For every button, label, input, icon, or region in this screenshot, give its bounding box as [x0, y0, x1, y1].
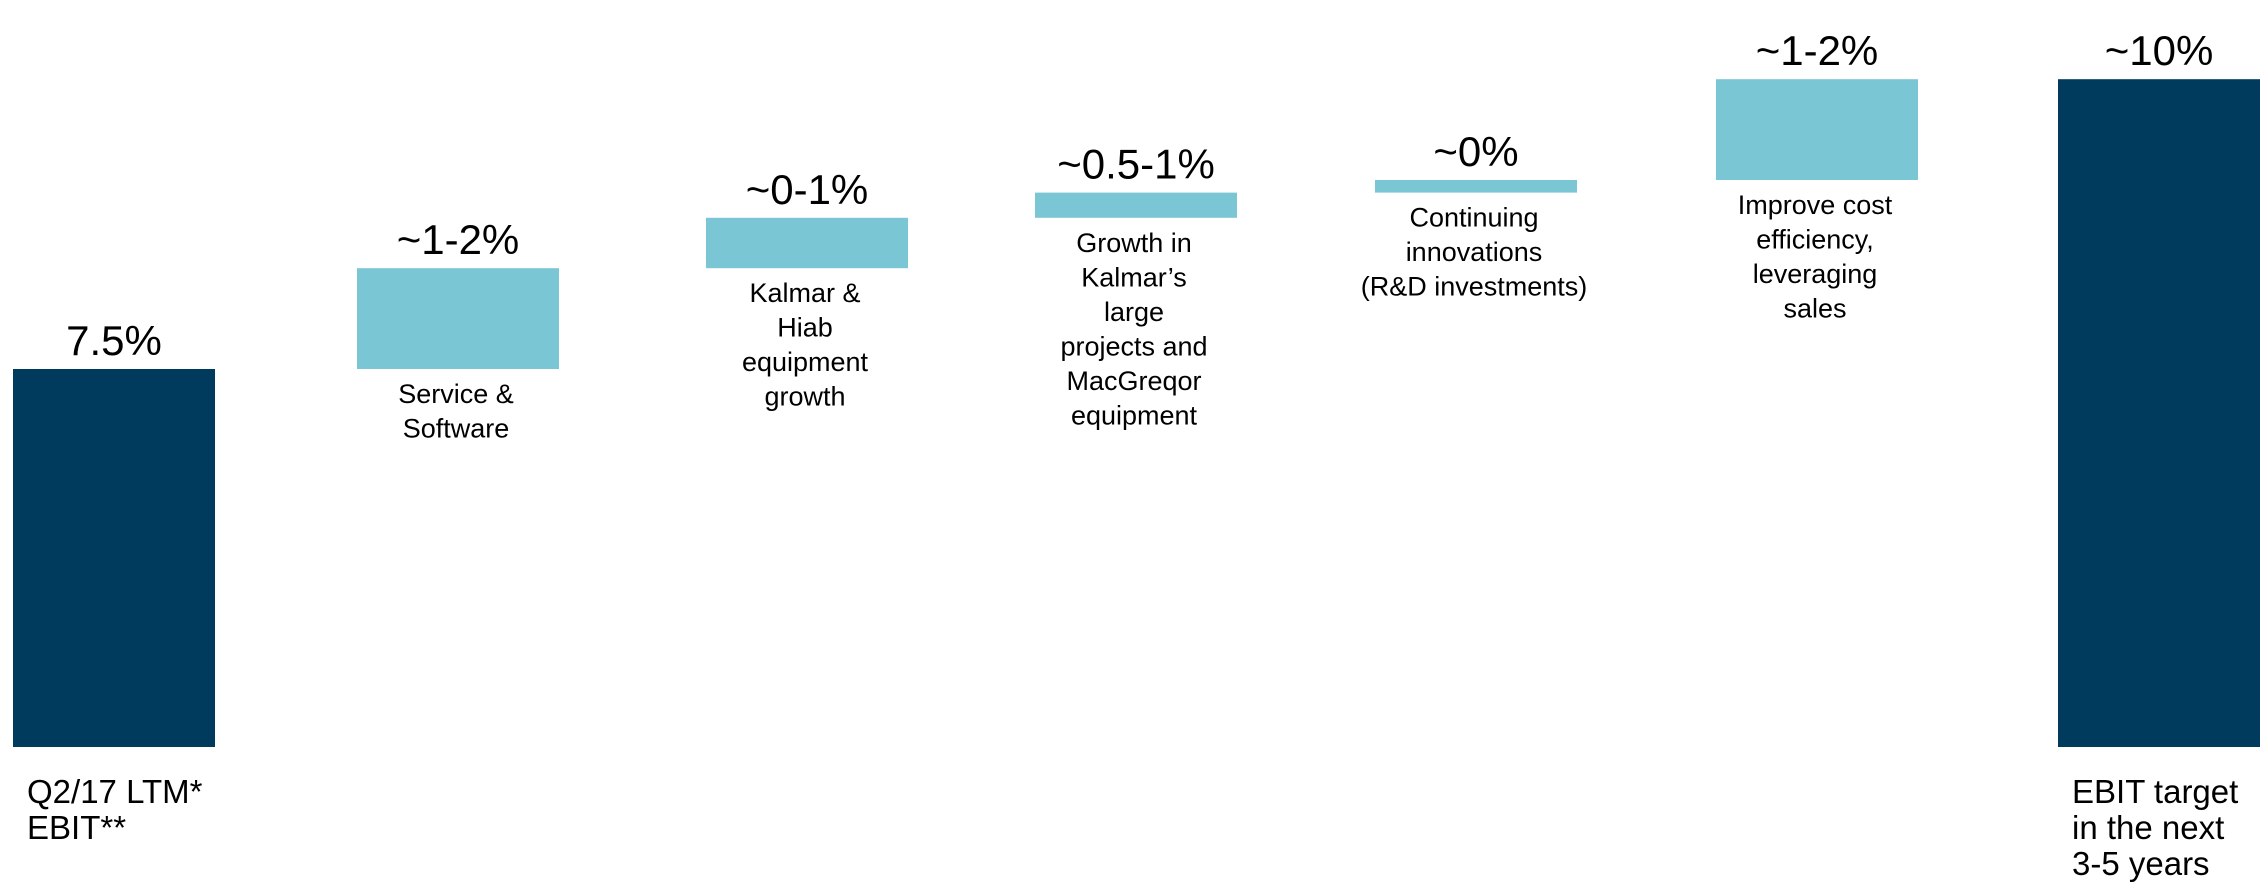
value-label: ~0.5-1% [1057, 141, 1215, 188]
value-label: ~0-1% [746, 166, 869, 213]
category-label-line: equipment [742, 347, 869, 377]
category-label-line: growth [764, 382, 845, 412]
category-label-line: equipment [1071, 400, 1198, 430]
category-label-line: Service & [398, 379, 514, 409]
category-label-line: Q2/17 LTM* [27, 773, 203, 810]
category-label-line: (R&D investments) [1361, 272, 1588, 302]
category-label-line: MacGreqor [1066, 366, 1201, 396]
increment-bar [357, 268, 559, 369]
waterfall-step-4: ~0.5-1% Growth in Kalmar’s large projects an… [1035, 141, 1237, 430]
category-label-line: Kalmar’s [1081, 262, 1187, 292]
category-label-line: leveraging [1753, 259, 1878, 289]
category-label-line: sales [1783, 294, 1846, 324]
increment-bar [1716, 79, 1918, 180]
value-label: ~0% [1433, 128, 1518, 175]
category-label-line: EBIT target [2072, 773, 2238, 810]
increment-bar [1375, 180, 1577, 193]
category-label-line: Hiab [777, 313, 833, 343]
category-label-line: Growth in [1076, 228, 1192, 258]
waterfall-step-1: 7.5% Q2/17 LTM*EBIT** [13, 317, 215, 846]
value-label: ~1-2% [1756, 27, 1879, 74]
increment-bar [706, 217, 908, 269]
category-label-line: Improve cost [1738, 190, 1893, 220]
category-label-line: in the next [2072, 809, 2224, 846]
category-label-line: Software [403, 414, 510, 444]
category-label-line: projects and [1060, 331, 1207, 361]
waterfall-step-6: ~1-2% Improve cost efficiency, leveraging sa… [1716, 27, 1918, 324]
category-label-line: Kalmar & [749, 278, 860, 308]
waterfall-step-3: ~0-1% Kalmar & Hiab equipment growth [706, 166, 908, 412]
waterfall-step-5: ~0% Continuing innovations (R&D investments… [1361, 128, 1588, 302]
category-label-line: innovations [1406, 237, 1543, 267]
category-label-line: 3-5 years [2072, 845, 2210, 882]
total-bar [2058, 79, 2260, 747]
value-label: 7.5% [66, 317, 162, 364]
category-label-line: Continuing [1409, 203, 1538, 233]
increment-bar [1035, 192, 1237, 218]
waterfall-step-2: ~1-2% Service & Software [357, 216, 559, 444]
value-label: ~10% [2105, 27, 2214, 74]
category-label-line: large [1104, 297, 1164, 327]
total-bar [13, 369, 215, 747]
category-label-line: efficiency, [1756, 225, 1874, 255]
value-label: ~1-2% [397, 216, 520, 263]
category-label-line: EBIT** [27, 809, 126, 846]
